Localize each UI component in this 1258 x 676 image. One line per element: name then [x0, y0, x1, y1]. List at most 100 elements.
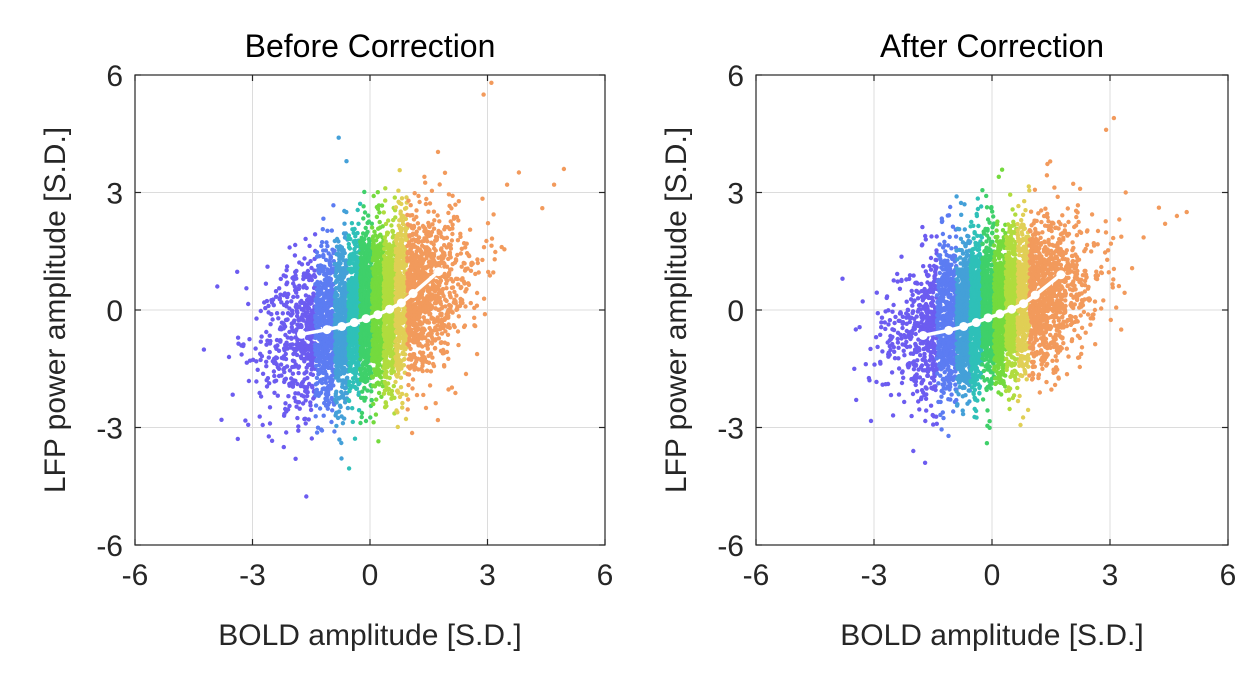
scatter-point [404, 205, 409, 211]
scatter-point [319, 243, 324, 249]
scatter-point [270, 297, 276, 302]
scatter-point [362, 189, 367, 195]
scatter-point [244, 286, 249, 291]
scatter-point [265, 264, 270, 269]
scatter-point [277, 286, 282, 291]
scatter-point [239, 352, 244, 357]
scatter-point [260, 422, 265, 428]
scatter-point [254, 359, 259, 364]
scatter-point [336, 239, 341, 244]
scatter-point [314, 430, 320, 435]
scatter-point [393, 379, 398, 385]
scatter-point [410, 377, 416, 382]
scatter-point [299, 262, 305, 267]
scatter-point [368, 415, 373, 420]
scatter-point [384, 369, 389, 375]
scatter-point [304, 369, 309, 375]
scatter-point [314, 375, 320, 381]
scatter-point [269, 312, 274, 317]
scatter-point [328, 276, 333, 282]
scatter-point [276, 348, 282, 353]
scatter-point [283, 356, 289, 362]
scatter-point [243, 418, 248, 423]
scatter-point [287, 368, 293, 373]
scatter-point [274, 355, 280, 361]
scatter-point [389, 223, 394, 228]
scatter-point [312, 274, 318, 279]
scatter-point [352, 436, 358, 441]
scatter-point [296, 400, 302, 405]
scatter-point [345, 375, 350, 380]
scatter-point [420, 368, 425, 374]
scatter-point [334, 389, 339, 394]
scatter-point [317, 406, 323, 411]
scatter-point [269, 438, 275, 443]
scatter-point [398, 385, 404, 390]
scatter-point [384, 403, 389, 409]
scatter-point [267, 381, 272, 386]
scatter-point [342, 221, 347, 226]
scatter-point [366, 213, 371, 218]
scatter-point [292, 395, 297, 400]
scatter-point [264, 298, 270, 304]
scatter-point [414, 392, 420, 398]
scatter-point [334, 423, 339, 429]
scatter-point [369, 389, 374, 394]
scatter-point [408, 203, 413, 208]
scatter-point [284, 268, 289, 273]
scatter-point [290, 311, 295, 316]
scatter-point [258, 357, 263, 363]
scatter-point [393, 215, 398, 220]
scatter-point [303, 421, 308, 426]
scatter-point [406, 382, 411, 388]
scatter-point [346, 466, 352, 471]
scatter-point [254, 316, 259, 321]
scatter-point [355, 207, 360, 213]
scatter-point [358, 420, 363, 426]
scatter-point [319, 428, 325, 433]
scatter-point [314, 250, 320, 255]
scatter-point [305, 390, 310, 395]
scatter-point [260, 371, 266, 376]
scatter-point [385, 230, 391, 235]
scatter-point [215, 284, 220, 289]
scatter-point [377, 210, 382, 215]
scatter-point [356, 221, 361, 226]
scatter-point [400, 400, 405, 406]
scatter-point [417, 226, 422, 231]
scatter-point [283, 274, 288, 279]
scatter-point [329, 419, 334, 425]
scatter-point [300, 401, 306, 406]
scatter-point [390, 229, 396, 234]
scatter-point [305, 375, 310, 381]
scatter-point [283, 376, 289, 381]
scatter-point [403, 416, 409, 422]
scatter-point [331, 203, 336, 208]
scatter-point [383, 198, 388, 203]
scatter-point [294, 276, 299, 281]
scatter-point [246, 378, 252, 384]
scatter-point [378, 375, 384, 380]
scatter-point [264, 359, 269, 364]
scatter-point [282, 369, 287, 375]
scatter-point [296, 370, 301, 376]
scatter-point [371, 401, 376, 407]
scatter-point [267, 405, 273, 410]
scatter-point [258, 308, 263, 314]
scatter-point [276, 366, 282, 371]
scatter-point [363, 395, 368, 401]
scatter-point [355, 230, 360, 236]
scatter-point [272, 373, 277, 379]
scatter-point [417, 199, 422, 205]
scatter-point [257, 390, 262, 396]
scatter-point [297, 406, 302, 411]
scatter-point [363, 418, 369, 424]
scatter-point [346, 398, 352, 404]
scatter-point [369, 221, 374, 226]
scatter-point [285, 280, 290, 285]
scatter-point [284, 300, 290, 305]
scatter-point [278, 362, 284, 367]
scatter-point [329, 228, 334, 233]
scatter-point [410, 213, 415, 218]
